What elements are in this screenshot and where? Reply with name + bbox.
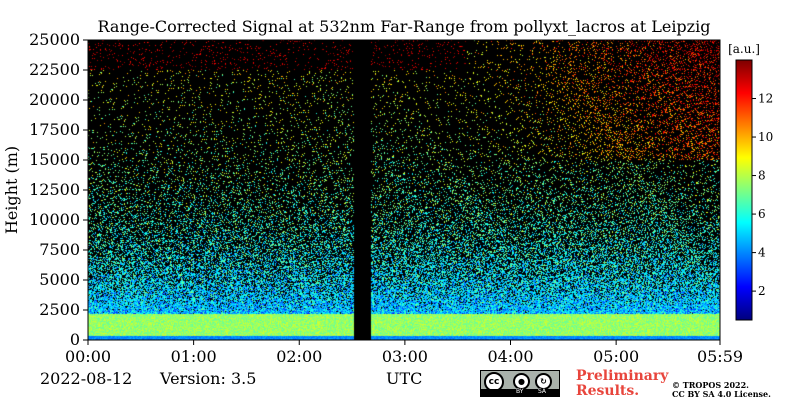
y-axis-label: Height (m)	[2, 146, 21, 234]
x-tick-label: 01:00	[171, 347, 217, 366]
x-tick-label: 02:00	[276, 347, 322, 366]
preliminary-line2: Results.	[576, 383, 640, 399]
colorbar-tick-label: 6	[758, 207, 766, 221]
chart-title: Range-Corrected Signal at 532nm Far-Rang…	[98, 17, 711, 36]
y-tick-label: 0	[70, 330, 80, 349]
colorbar-label: [a.u.]	[728, 42, 760, 56]
colorbar-ticks: 2 4 6 8 10 12	[752, 92, 773, 298]
colorbar-tick-label: 2	[758, 284, 766, 298]
y-tick-label: 22500	[29, 60, 80, 79]
y-tick-label: 17500	[29, 120, 80, 139]
x-axis: 00:00 01:00 02:00 03:00 04:00 05:00 05:59	[65, 340, 743, 366]
y-tick-label: 10000	[29, 210, 80, 229]
colorbar-frame	[735, 59, 753, 321]
version-label: Version: 3.5	[160, 369, 257, 388]
plot-area	[87, 39, 721, 341]
preliminary-line1: Preliminary	[576, 368, 669, 384]
copyright-line2: CC BY SA 4.0 License.	[672, 389, 771, 399]
x-axis-label: UTC	[386, 369, 423, 388]
y-tick-label: 5000	[39, 270, 80, 289]
date-label: 2022-08-12	[40, 369, 133, 388]
y-tick-label: 25000	[29, 30, 80, 49]
colorbar-tick-label: 4	[758, 246, 766, 260]
y-tick-label: 2500	[39, 300, 80, 319]
x-tick-label: 03:00	[382, 347, 428, 366]
colorbar-tick-label: 12	[758, 92, 773, 106]
x-tick-label: 04:00	[487, 347, 533, 366]
y-tick-label: 20000	[29, 90, 80, 109]
colorbar-tick-label: 8	[758, 169, 766, 183]
signal-heatmap	[88, 40, 720, 340]
y-tick-label: 7500	[39, 240, 80, 259]
y-tick-label: 12500	[29, 180, 80, 199]
colorbar-gradient	[736, 60, 752, 320]
preliminary-notice: Preliminary Results.	[576, 369, 668, 399]
cc-license-badge: cc ● ↻ BY SA	[480, 370, 560, 397]
x-tick-label: 00:00	[65, 347, 111, 366]
by-label: BY	[516, 388, 524, 395]
y-axis: 0 2500 5000 7500 10000 12500 15000 17500 20000 22…	[29, 30, 88, 349]
cc-label-strip: BY SA	[481, 388, 559, 396]
x-tick-label: 05:00	[593, 347, 639, 366]
colorbar: [a.u.] 2 4 6 8 10 12	[728, 42, 773, 321]
colorbar-tick-label: 10	[758, 130, 773, 144]
copyright-notice: © TROPOS 2022. CC BY SA 4.0 License.	[672, 381, 771, 399]
sa-label: SA	[538, 388, 547, 395]
copyright-line1: © TROPOS 2022.	[672, 380, 749, 390]
y-tick-label: 15000	[29, 150, 80, 169]
x-tick-label: 05:59	[697, 347, 743, 366]
